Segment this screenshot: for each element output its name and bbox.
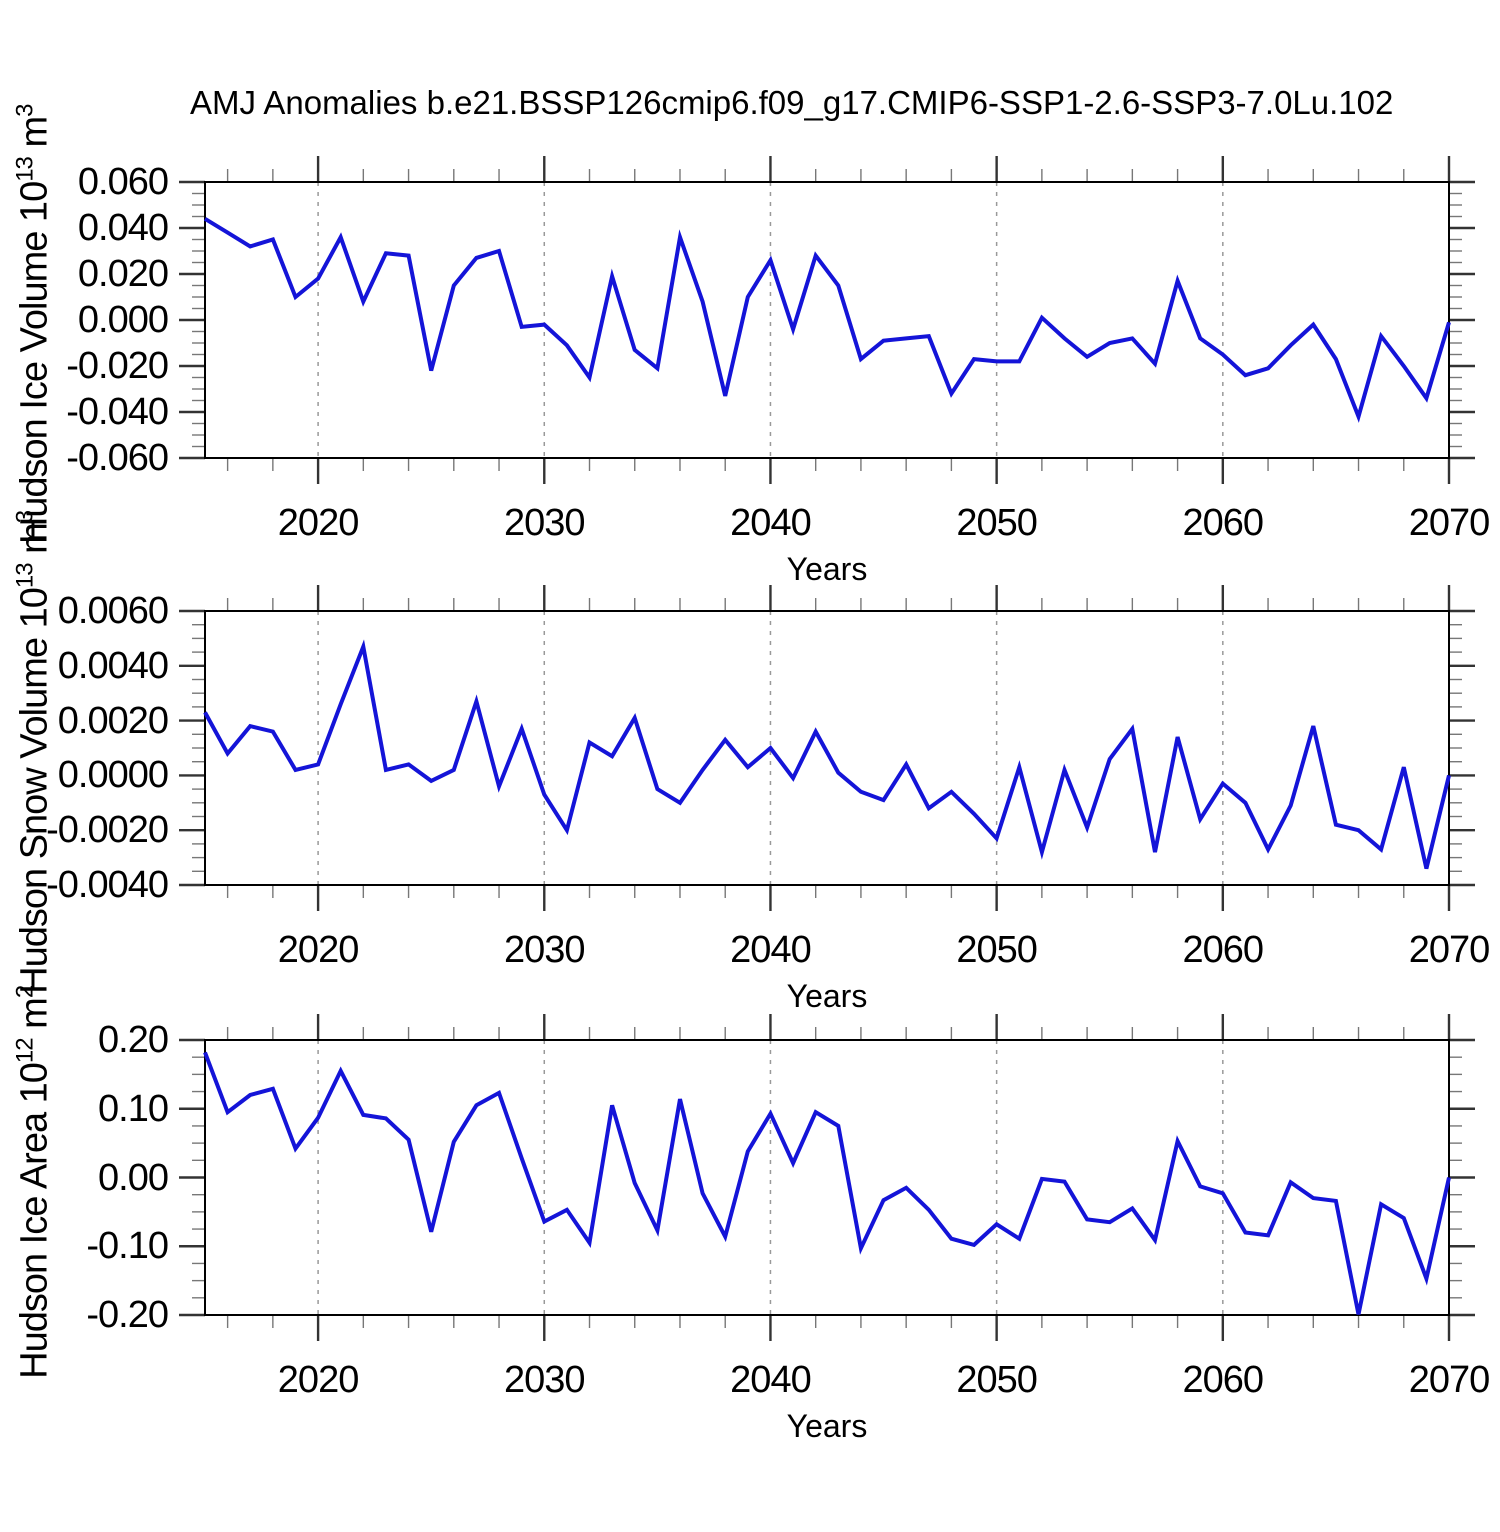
- x-tick-label: 2020: [277, 929, 360, 971]
- x-tick-label: 2060: [1182, 929, 1265, 971]
- y-tick-label: -0.0020: [46, 809, 169, 852]
- x-tick-label: 2060: [1182, 502, 1265, 544]
- y-tick-label: -0.20: [86, 1294, 169, 1336]
- y-tick-label: 0.0060: [57, 590, 169, 632]
- y-tick-label: -0.060: [66, 437, 169, 479]
- plot-svg-ice-volume: [179, 156, 1475, 484]
- y-tick-label: 0.040: [77, 207, 169, 249]
- x-axis-title: Years: [786, 551, 868, 587]
- x-axis-title: Years: [786, 978, 868, 1014]
- y-axis-title-part: m: [13, 116, 56, 158]
- x-tick-label: 2020: [277, 502, 360, 544]
- data-line-ice-volume: [203, 217, 1451, 423]
- data-line-snow-volume: [203, 639, 1451, 870]
- y-axis-title-part: 3: [11, 104, 39, 117]
- figure-title: AMJ Anomalies b.e21.BSSP126cmip6.f09_g17…: [190, 84, 1394, 121]
- y-axis-title-part: 3: [11, 510, 39, 524]
- x-tick-label: 2070: [1408, 929, 1491, 971]
- y-axis-title-part: 13: [11, 563, 39, 589]
- plot-frame: [204, 610, 1450, 886]
- y-tick-label: 0.00: [98, 1156, 169, 1199]
- x-tick-label: 2070: [1408, 502, 1491, 544]
- y-axis-title-part: m: [13, 997, 56, 1038]
- plot-frame: [204, 181, 1450, 459]
- x-tick-label: 2030: [503, 502, 586, 544]
- x-tick-label: 2060: [1182, 1359, 1265, 1401]
- y-tick-label: 0.020: [77, 253, 169, 295]
- plot-svg-ice-area: [179, 1014, 1475, 1341]
- y-axis-title-part: 13: [11, 157, 39, 182]
- y-tick-label: 0.060: [77, 161, 169, 203]
- x-tick-label: 2020: [277, 1359, 360, 1401]
- y-tick-label: 0.10: [98, 1087, 169, 1130]
- x-tick-label: 2030: [503, 929, 586, 971]
- y-axis-title-part: m: [13, 523, 56, 564]
- y-axis-title-part: Hudson Ice Area 10: [13, 1062, 56, 1379]
- x-tick-label: 2070: [1408, 1359, 1491, 1401]
- y-tick-label: 0.000: [77, 299, 169, 341]
- x-tick-label: 2040: [730, 1359, 812, 1401]
- x-tick-label: 2040: [730, 502, 812, 544]
- plot-frame: [204, 1039, 1450, 1316]
- data-line-ice-area: [203, 1051, 1451, 1315]
- y-tick-label: -0.020: [66, 345, 169, 387]
- y-tick-label: 0.20: [98, 1019, 169, 1061]
- y-tick-label: -0.040: [66, 391, 169, 433]
- y-tick-label: -0.10: [86, 1225, 169, 1268]
- x-tick-label: 2040: [730, 929, 812, 971]
- x-tick-label: 2050: [956, 502, 1038, 544]
- y-tick-label: -0.0040: [46, 864, 169, 906]
- y-axis-title-part: 2: [11, 985, 39, 998]
- y-tick-label: 0.0000: [57, 754, 169, 797]
- x-axis-title: Years: [786, 1408, 868, 1444]
- plot-svg-snow-volume: [179, 585, 1475, 911]
- figure-canvas: AMJ Anomalies b.e21.BSSP126cmip6.f09_g17…: [11, 84, 1491, 1444]
- y-tick-label: 0.0040: [57, 644, 169, 687]
- y-tick-label: 0.0020: [57, 699, 169, 742]
- x-tick-label: 2050: [956, 929, 1038, 971]
- y-axis-title: Hudson Ice Area 1012 m2: [4, 832, 57, 1532]
- x-tick-label: 2050: [956, 1359, 1038, 1401]
- x-tick-label: 2030: [503, 1359, 586, 1401]
- y-axis-title-part: 12: [11, 1037, 39, 1063]
